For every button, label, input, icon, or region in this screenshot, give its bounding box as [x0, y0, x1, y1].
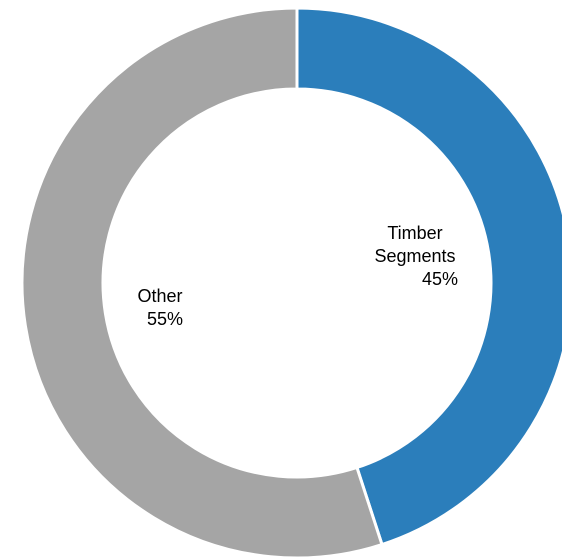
slice-label: Timber Segments	[374, 223, 456, 266]
slice-label: Other	[137, 286, 183, 306]
slice-value-label: 55%	[146, 309, 184, 329]
slice-value-label: 45%	[421, 269, 459, 289]
donut-slice	[20, 6, 384, 557]
donut-slice	[295, 6, 562, 547]
